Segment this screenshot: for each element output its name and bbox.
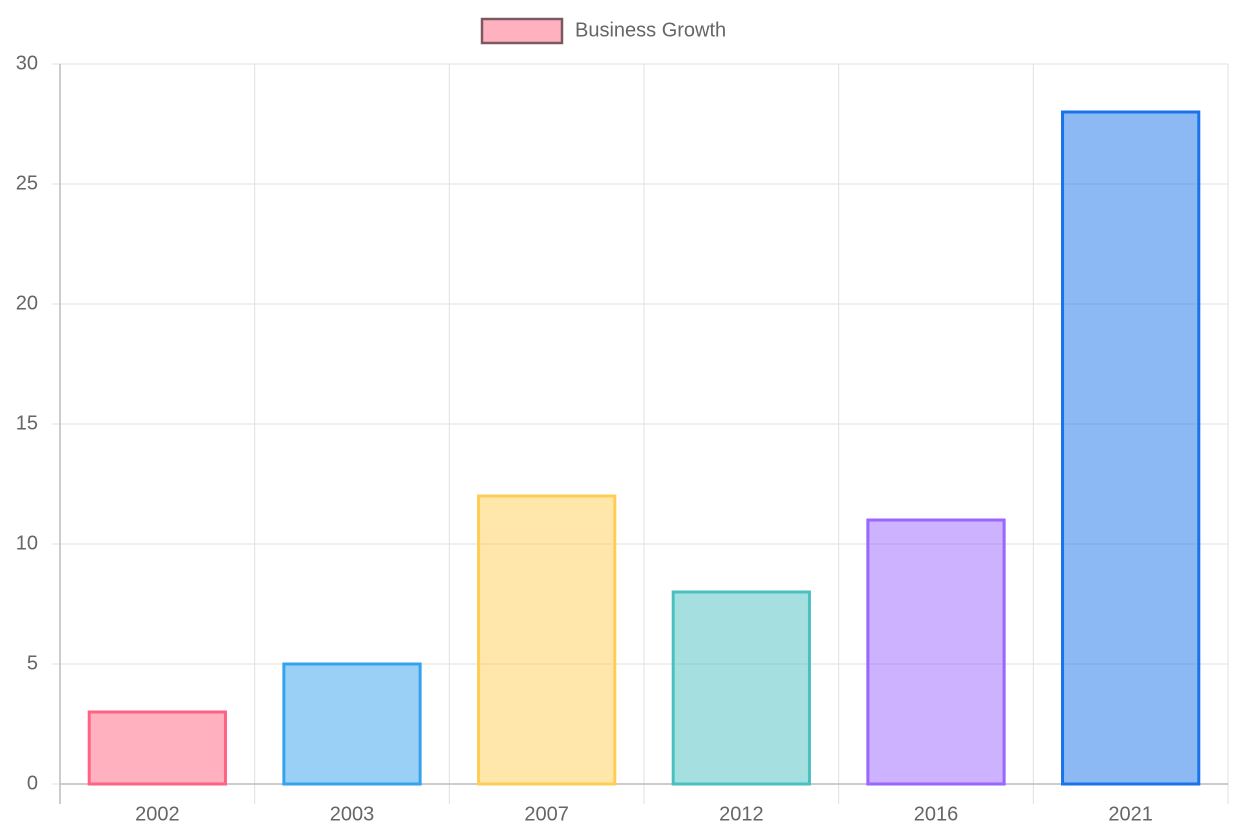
- bar: [282, 662, 422, 786]
- y-tick-label: 25: [16, 172, 38, 194]
- x-tick-label: 2016: [914, 803, 959, 825]
- y-tick-label: 30: [16, 52, 38, 74]
- bar: [87, 710, 227, 786]
- y-tick-label: 5: [27, 652, 38, 674]
- y-tick-label: 20: [16, 292, 38, 314]
- legend-label[interactable]: Business Growth: [575, 19, 726, 41]
- legend: Business Growth: [480, 17, 726, 45]
- bar: [1061, 110, 1201, 786]
- x-tick-label: 2002: [135, 803, 180, 825]
- x-tick-label: 2003: [330, 803, 375, 825]
- x-tick-label: 2012: [719, 803, 764, 825]
- y-tick-label: 10: [16, 532, 38, 554]
- legend-swatch: [480, 17, 564, 45]
- y-tick-label: 0: [27, 772, 38, 794]
- x-tick-label: 2021: [1108, 803, 1153, 825]
- bar: [671, 590, 811, 786]
- bar: [866, 518, 1006, 786]
- bar: [477, 494, 617, 786]
- y-tick-label: 15: [16, 412, 38, 434]
- x-tick-label: 2007: [524, 803, 569, 825]
